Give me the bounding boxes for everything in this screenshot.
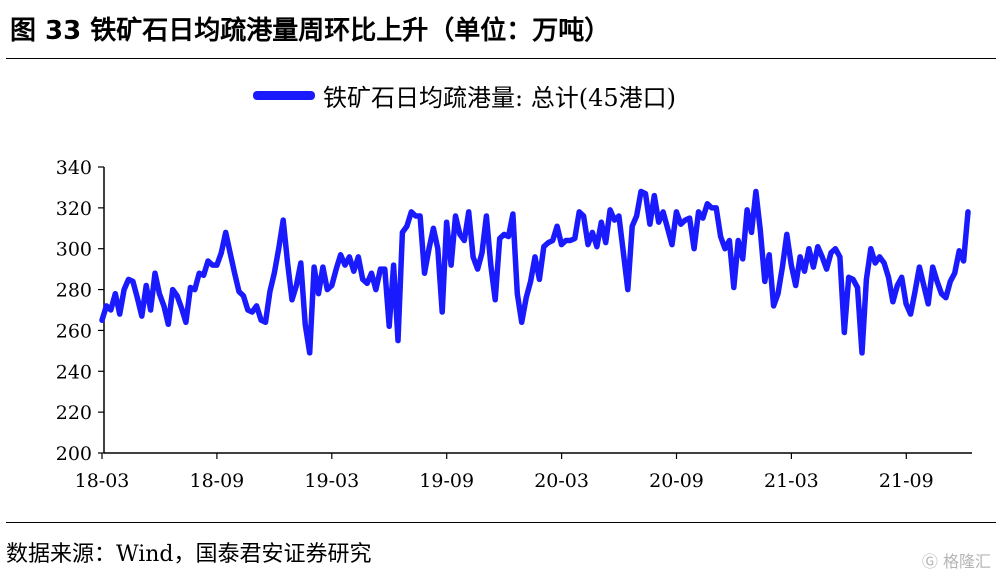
x-tick-label: 19-09 xyxy=(419,470,474,492)
y-tick-label: 240 xyxy=(56,361,92,383)
watermark-logo: Ⓖ 格隆汇 xyxy=(921,552,991,571)
y-tick-label: 300 xyxy=(56,239,92,261)
chart-series xyxy=(99,188,971,356)
legend-label: 铁矿石日均疏港量: 总计(45港口) xyxy=(323,83,676,112)
y-tick-label: 280 xyxy=(56,280,92,302)
x-tick-label: 19-03 xyxy=(304,470,359,492)
x-tick-label: 21-03 xyxy=(764,470,819,492)
chart-title: 图 33 铁矿石日均疏港量周环比上升（单位：万吨） xyxy=(10,16,611,46)
y-tick-label: 260 xyxy=(56,320,92,342)
x-tick-label: 20-09 xyxy=(649,470,704,492)
legend-swatch xyxy=(253,90,315,100)
x-tick-label: 18-03 xyxy=(75,470,130,492)
top-divider xyxy=(6,58,996,59)
x-tick-label: 21-09 xyxy=(879,470,934,492)
y-tick-label: 340 xyxy=(56,157,92,179)
y-tick-label: 220 xyxy=(56,402,92,424)
watermark-text: 格隆汇 xyxy=(942,552,991,571)
source-note: 数据来源：Wind，国泰君安证券研究 xyxy=(6,542,372,567)
x-tick-label: 20-03 xyxy=(534,470,589,492)
y-tick-label: 200 xyxy=(56,443,92,465)
chart-axes: 200 220 240 260 280 300 320 340 18-03 18-09 19-03 1… xyxy=(56,157,972,492)
bottom-divider xyxy=(6,522,996,523)
y-tick-label: 320 xyxy=(56,198,92,220)
x-tick-label: 18-09 xyxy=(190,470,245,492)
chart-legend: 铁矿石日均疏港量: 总计(45港口) xyxy=(253,78,676,112)
series-line xyxy=(99,188,971,356)
